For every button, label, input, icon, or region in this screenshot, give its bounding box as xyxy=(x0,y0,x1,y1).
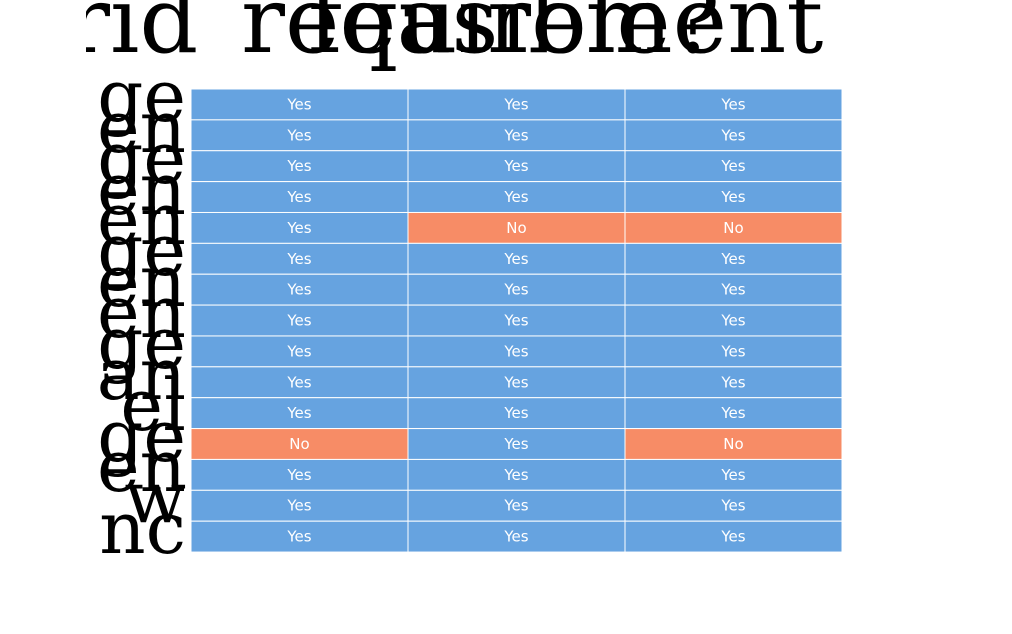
table-cell xyxy=(624,489,843,522)
table-cell xyxy=(624,88,843,121)
cell-label: Yes xyxy=(720,342,745,360)
row-label: ge xyxy=(97,300,186,385)
table-cell xyxy=(624,242,843,275)
row-label: an xyxy=(96,331,186,416)
table-cell xyxy=(190,181,409,213)
row-label: ge xyxy=(97,393,186,478)
cell-label: No xyxy=(723,219,743,237)
cell-label: Yes xyxy=(720,373,745,391)
row-label: el xyxy=(120,362,186,447)
header-fragment: rid xyxy=(86,0,199,74)
cell-label: Yes xyxy=(503,404,528,422)
table-cell xyxy=(624,428,843,460)
table-cell xyxy=(624,119,843,152)
cell-label: Yes xyxy=(503,157,528,175)
row-label: en xyxy=(97,239,186,324)
table-cell xyxy=(624,304,843,337)
cell-label: Yes xyxy=(286,95,311,113)
table-cell xyxy=(190,366,409,399)
cell-label: Yes xyxy=(286,188,311,206)
table-cell xyxy=(407,335,626,368)
cell-label: Yes xyxy=(720,312,745,330)
header-fragment: feasible? xyxy=(308,0,721,74)
table-cell xyxy=(624,150,843,183)
cell-label: Yes xyxy=(720,281,745,299)
table-cell xyxy=(407,304,626,337)
cell-label: Yes xyxy=(503,528,528,546)
table-cell xyxy=(407,88,626,121)
row-label: nc xyxy=(99,486,186,570)
row-label: en xyxy=(97,84,186,169)
cell-label: Yes xyxy=(720,404,745,422)
table-cell xyxy=(624,181,843,213)
table-cell xyxy=(624,520,843,553)
cell-label: Yes xyxy=(503,188,528,206)
table-cell xyxy=(407,458,626,491)
cell-label: No xyxy=(723,435,743,453)
cell-label: Yes xyxy=(503,312,528,330)
cell-label: Yes xyxy=(720,497,745,515)
cell-label: Yes xyxy=(503,95,528,113)
cell-label: Yes xyxy=(286,250,311,268)
row-label: en xyxy=(97,424,186,509)
row-label: ge xyxy=(97,208,186,293)
cell-label: No xyxy=(506,219,526,237)
table-cell xyxy=(624,458,843,491)
cell-label: Yes xyxy=(286,342,311,360)
cell-label: Yes xyxy=(503,342,528,360)
table-cell xyxy=(407,181,626,213)
table-cell xyxy=(407,397,626,430)
table-cell xyxy=(407,489,626,522)
row-label: w xyxy=(124,455,186,540)
cell-label: Yes xyxy=(503,250,528,268)
table-cell xyxy=(190,119,409,152)
cell-label: Yes xyxy=(286,312,311,330)
cell-label: Yes xyxy=(720,528,745,546)
row-label: ge xyxy=(97,115,186,200)
cell-label: Yes xyxy=(286,219,311,237)
cell-label: Yes xyxy=(720,95,745,113)
cell-label: Yes xyxy=(503,497,528,515)
cell-label: No xyxy=(289,435,309,453)
table-cell xyxy=(190,520,409,553)
cell-label: Yes xyxy=(503,466,528,484)
cell-label: Yes xyxy=(503,373,528,391)
cell-label: Yes xyxy=(286,126,311,144)
cell-label: Yes xyxy=(720,126,745,144)
table-cell xyxy=(407,119,626,152)
cell-label: Yes xyxy=(286,466,311,484)
table-cell xyxy=(624,273,843,306)
cell-label: Yes xyxy=(720,188,745,206)
row-label: en xyxy=(97,177,186,262)
row-label: en xyxy=(97,146,186,231)
cell-label: Yes xyxy=(720,250,745,268)
cell-label: Yes xyxy=(286,373,311,391)
table-cell xyxy=(407,150,626,183)
cell-label: Yes xyxy=(286,528,311,546)
cell-label: Yes xyxy=(503,281,528,299)
table-cell xyxy=(624,366,843,399)
row-label: en xyxy=(97,270,186,355)
cell-label: Yes xyxy=(286,497,311,515)
table-cell xyxy=(407,366,626,399)
row-label: ge xyxy=(97,70,186,138)
header-fragment: requirement xyxy=(241,0,824,74)
column-header-area: rid requirement feasible? xyxy=(86,0,1012,76)
table-cell xyxy=(190,273,409,306)
cell-label: Yes xyxy=(286,404,311,422)
table-cell xyxy=(190,428,409,460)
cell-label: Yes xyxy=(286,281,311,299)
table-cell xyxy=(407,211,626,244)
cell-label: Yes xyxy=(286,157,311,175)
cell-label: Yes xyxy=(720,466,745,484)
cell-label: Yes xyxy=(503,126,528,144)
table-cell xyxy=(407,520,626,553)
cell-label: Yes xyxy=(503,435,528,453)
table-cell xyxy=(624,211,843,244)
row-labels: ge en ge en en ge en en ge an el ge en w nc xyxy=(86,70,186,570)
cell-label: Yes xyxy=(720,157,745,175)
